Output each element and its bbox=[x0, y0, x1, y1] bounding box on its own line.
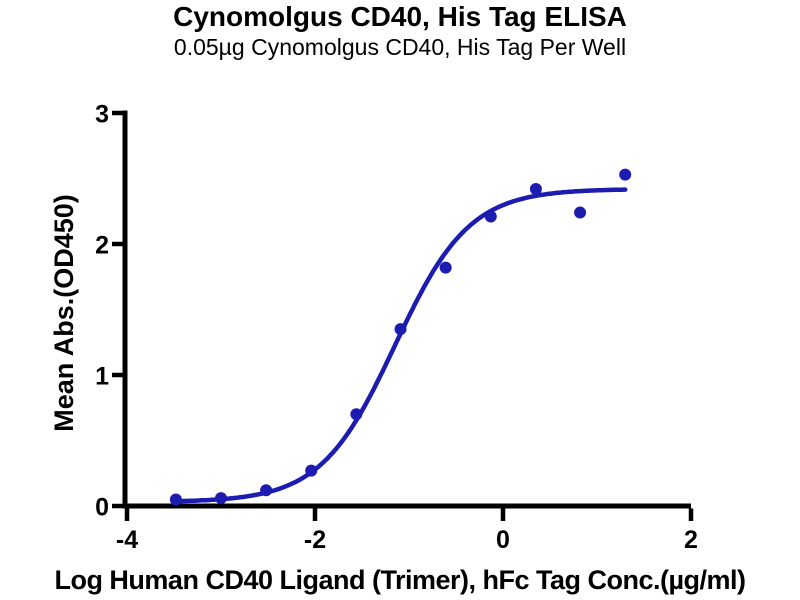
data-point bbox=[260, 484, 273, 497]
fit-curve bbox=[173, 187, 628, 504]
data-point bbox=[394, 323, 407, 336]
y-tick-label: 1 bbox=[95, 363, 109, 391]
x-tick-label: -4 bbox=[116, 526, 138, 554]
x-tick-label: 2 bbox=[684, 526, 698, 554]
y-tick-label: 2 bbox=[95, 232, 109, 260]
data-point bbox=[484, 210, 497, 223]
chart-subtitle: 0.05µg Cynomolgus CD40, His Tag Per Well bbox=[173, 34, 627, 60]
x-tick-label: 0 bbox=[496, 526, 510, 554]
chart-title: Cynomolgus CD40, His Tag ELISA bbox=[173, 1, 627, 32]
data-point bbox=[169, 493, 182, 506]
x-axis-label: Log Human CD40 Ligand (Trimer), hFc Tag … bbox=[54, 565, 746, 595]
y-tick-label: 3 bbox=[95, 101, 109, 129]
x-tick-label: -2 bbox=[304, 526, 326, 554]
data-point bbox=[619, 168, 632, 181]
data-point bbox=[574, 206, 587, 219]
data-point bbox=[305, 464, 318, 477]
y-tick-label: 0 bbox=[95, 494, 109, 522]
y-axis-label: Mean Abs.(OD450) bbox=[49, 194, 79, 432]
data-point bbox=[215, 492, 227, 505]
data-point bbox=[350, 408, 363, 421]
data-point bbox=[439, 261, 452, 274]
data-point bbox=[529, 182, 542, 195]
